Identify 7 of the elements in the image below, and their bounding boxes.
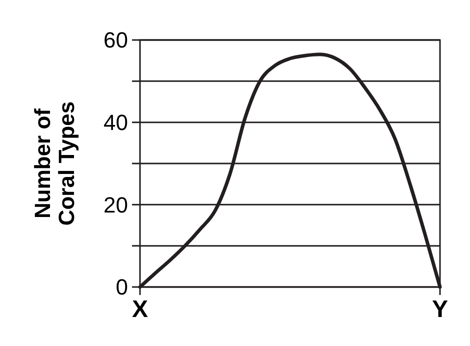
- y-tick-label: 0: [116, 274, 128, 300]
- x-tick-label: Y: [432, 296, 448, 323]
- y-axis-title: Number of Coral Types: [30, 101, 79, 226]
- y-tick-label: 20: [104, 192, 128, 218]
- x-tick-label: X: [132, 296, 148, 323]
- y-tick-label: 40: [104, 110, 128, 136]
- y-tick-label: 60: [104, 28, 128, 53]
